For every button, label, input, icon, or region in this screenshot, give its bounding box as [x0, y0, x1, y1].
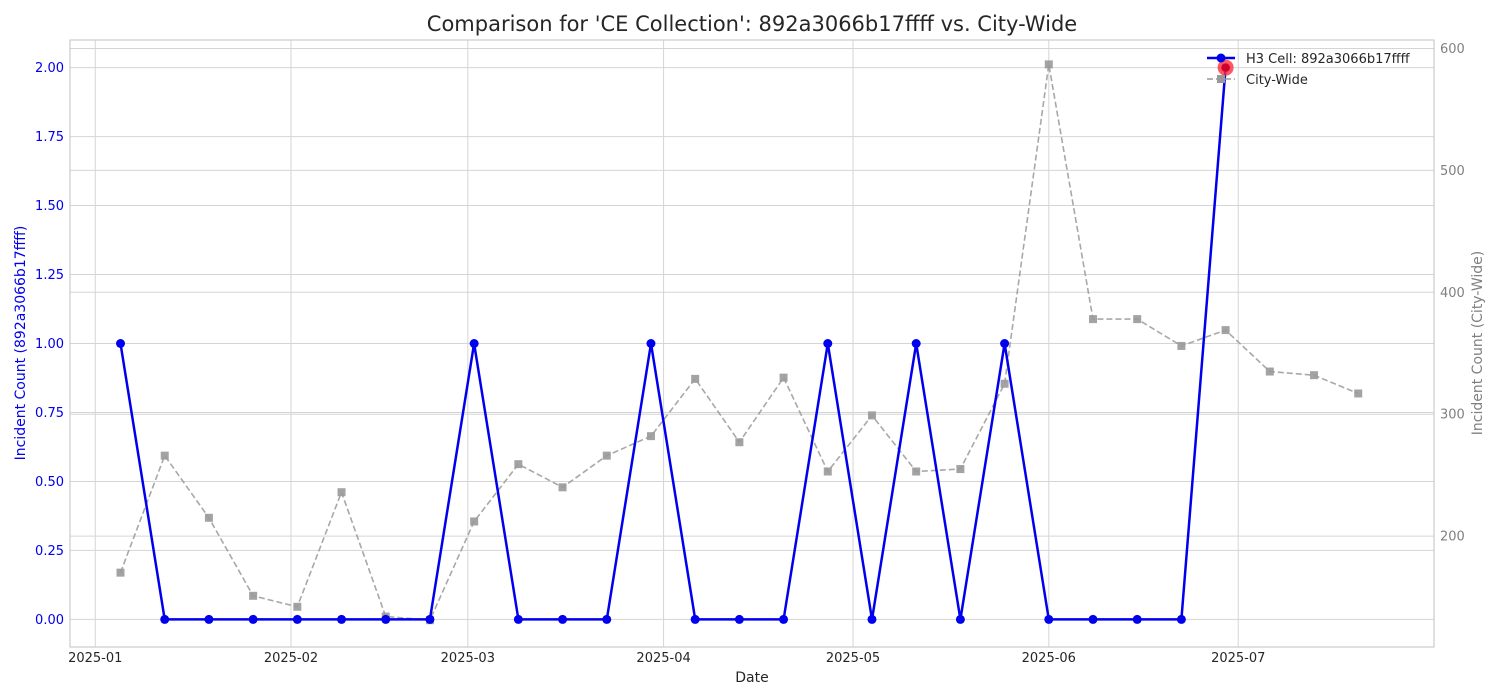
grid [70, 40, 1434, 647]
legend: H3 Cell: 892a3066b17ffff City-Wide [1207, 52, 1411, 88]
y-axis-right-label: Incident Count (City-Wide) [1470, 251, 1486, 435]
h3-cell-point [116, 339, 126, 348]
city-wide-point [1089, 315, 1097, 324]
y-left-tick-label: 0.00 [35, 613, 64, 628]
h3-cell-point [602, 614, 612, 624]
city-wide-point [779, 373, 788, 382]
y-left-tick-label: 0.50 [35, 475, 64, 490]
h3-cell-point [911, 339, 921, 348]
city-wide-point [646, 432, 655, 441]
legend-city-marker [1217, 75, 1225, 83]
city-wide-point [293, 602, 302, 611]
city-wide-point [514, 460, 523, 469]
city-wide-point [1177, 341, 1186, 350]
x-tick-label: 2025-06 [1022, 651, 1076, 666]
city-wide-point [1044, 60, 1053, 69]
y-left-tick-label: 1.25 [35, 268, 64, 283]
h3-cell-point [248, 614, 258, 624]
h3-cell-point [1176, 614, 1186, 624]
city-wide-point [204, 513, 213, 522]
y-right-tick-label: 600 [1440, 42, 1465, 57]
city-wide-point [1221, 326, 1230, 335]
x-tick-label: 2025-04 [636, 651, 690, 666]
h3-cell-point [292, 614, 302, 624]
x-tick-label: 2025-01 [68, 651, 122, 666]
chart-title: Comparison for 'CE Collection': 892a3066… [427, 12, 1077, 36]
y-axis-left-label: Incident Count (892a3066b17ffff) [13, 226, 29, 461]
h3-cell-point [337, 614, 347, 624]
h3-cell-point [1088, 614, 1098, 624]
y-right-tick-label: 200 [1440, 530, 1465, 545]
legend-h3-label: H3 Cell: 892a3066b17ffff [1246, 52, 1411, 67]
city-wide-point [956, 465, 965, 474]
h3-cell-point [558, 614, 568, 624]
city-wide-point [1265, 367, 1274, 376]
legend-entry-city-wide: City-Wide [1207, 73, 1308, 88]
y-left-tick-label: 0.25 [35, 544, 64, 559]
legend-city-label: City-Wide [1246, 73, 1308, 88]
h3-cell-point [734, 614, 744, 624]
legend-entry-h3-cell: H3 Cell: 892a3066b17ffff [1207, 52, 1411, 67]
x-tick-label: 2025-02 [264, 651, 318, 666]
city-wide-point [470, 517, 479, 526]
h3-cell-point [204, 614, 214, 624]
city-wide-point [249, 591, 258, 600]
h3-cell-point [779, 614, 789, 624]
x-tick-label: 2025-07 [1211, 651, 1265, 666]
city-wide-point [867, 411, 876, 420]
city-wide-point [691, 374, 700, 383]
h3-cell-point [381, 614, 391, 624]
plot-series [116, 59, 1363, 625]
city-wide-point [558, 483, 567, 492]
y-left-tick-label: 2.00 [35, 61, 64, 76]
y-left-tick-label: 1.75 [35, 130, 64, 145]
x-tick-label: 2025-03 [441, 651, 495, 666]
axis-ticks: 2025-01 2025-02 2025-03 2025-04 2025-05 2025-… [35, 42, 1465, 666]
city-wide-point [337, 488, 346, 497]
h3-cell-point [690, 614, 700, 624]
city-wide-point [116, 568, 125, 577]
h3-cell-line [119, 67, 1227, 621]
y-left-tick-label: 0.75 [35, 406, 64, 421]
h3-cell-point [160, 614, 170, 624]
city-wide-point [1354, 389, 1363, 398]
y-left-tick-label: 1.00 [35, 337, 64, 352]
h3-cell-point [867, 614, 877, 624]
city-wide-point [1310, 371, 1319, 380]
city-wide-point [1000, 379, 1009, 388]
y-left-tick-label: 1.50 [35, 199, 64, 214]
x-axis-label: Date [735, 670, 768, 686]
h3-cell-point [1044, 614, 1054, 624]
city-wide-point [1133, 315, 1142, 324]
city-wide-point [912, 467, 921, 476]
city-wide-line [119, 63, 1359, 622]
city-wide-point [823, 467, 832, 476]
x-tick-label: 2025-05 [826, 651, 880, 666]
h3-cell-point [1000, 339, 1010, 348]
city-wide-point [735, 438, 744, 447]
plot-frame [69, 39, 1435, 648]
h3-cell-point [469, 339, 479, 348]
h3-cell-point [955, 614, 965, 624]
legend-h3-marker [1216, 53, 1226, 63]
h3-cell-point [425, 614, 435, 624]
city-wide-point [160, 451, 169, 460]
y-right-tick-label: 400 [1440, 286, 1465, 301]
h3-cell-point [646, 339, 656, 348]
y-right-tick-label: 300 [1440, 408, 1465, 423]
h3-cell-point [1132, 614, 1142, 624]
city-wide-point [602, 451, 611, 460]
h3-cell-point [823, 339, 833, 348]
y-right-tick-label: 500 [1440, 164, 1465, 179]
h3-cell-point [513, 614, 523, 624]
highlight-point-core [1221, 63, 1230, 72]
